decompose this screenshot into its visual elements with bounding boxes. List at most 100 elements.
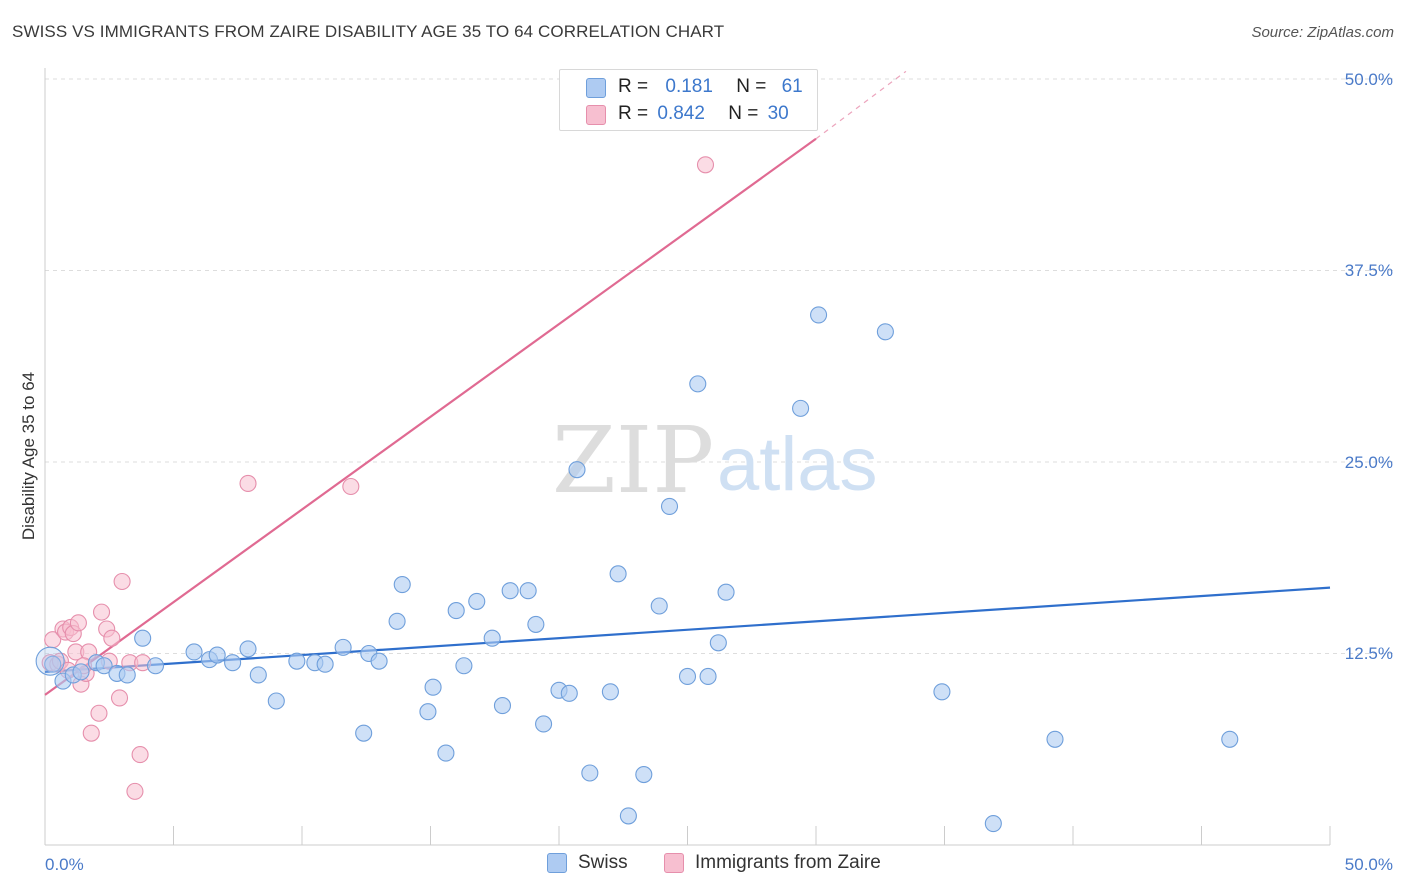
swiss-trend-line <box>44 586 1331 673</box>
swiss-point <box>334 638 352 656</box>
swiss-point <box>581 764 599 782</box>
axes <box>44 68 1331 846</box>
swiss-point <box>568 461 586 479</box>
zaire-point <box>342 477 360 496</box>
swiss-point <box>468 592 486 610</box>
watermark: ZIP atlas <box>552 407 878 514</box>
swiss-point <box>35 646 65 676</box>
swiss-point <box>933 683 951 701</box>
legend-r-label: R = <box>618 76 649 97</box>
y-axis-label: Disability Age 35 to 64 <box>19 372 38 540</box>
swiss-point <box>689 375 707 393</box>
swiss-point <box>424 678 442 696</box>
legend-n-value-swiss: 61 <box>781 76 803 97</box>
chart-title: SWISS VS IMMIGRANTS FROM ZAIRE DISABILIT… <box>12 22 725 41</box>
swiss-point <box>224 654 242 672</box>
swiss-point <box>1046 730 1064 748</box>
swiss-point <box>635 765 653 784</box>
y-tick-label: 50.0% <box>1345 70 1393 89</box>
legend-r-label: R = <box>618 103 649 124</box>
swiss-point <box>493 697 512 715</box>
swiss-point <box>134 629 152 647</box>
x-tick-label: 50.0% <box>1345 855 1393 874</box>
swiss-point <box>699 667 717 686</box>
bottom-legend-swatch-swiss <box>547 853 567 873</box>
swiss-point <box>1221 730 1239 748</box>
legend-n-value-zaire: 30 <box>767 103 789 124</box>
swiss-point <box>388 612 406 630</box>
zaire-point <box>110 689 129 707</box>
swiss-point <box>239 640 257 658</box>
legend-n-label: N = <box>728 103 759 124</box>
swiss-point <box>609 565 627 583</box>
watermark-atlas: atlas <box>717 422 878 507</box>
source-label: Source: ZipAtlas.com <box>1251 24 1394 41</box>
swiss-point <box>185 643 203 661</box>
zaire-point <box>239 474 257 492</box>
watermark-zip: ZIP <box>552 407 714 514</box>
swiss-point <box>984 815 1002 833</box>
swiss-point <box>660 497 679 515</box>
swiss-point <box>501 582 519 600</box>
swiss-point <box>876 323 894 341</box>
zaire-point <box>126 782 144 800</box>
swiss-point <box>118 666 136 684</box>
bottom-legend-swiss: Swiss <box>578 852 628 873</box>
zaire-point <box>90 704 108 722</box>
swiss-point <box>419 703 437 721</box>
swiss-point <box>447 602 465 620</box>
swiss-point <box>355 724 373 742</box>
swiss-point <box>72 663 90 681</box>
swiss-point <box>519 582 537 600</box>
zaire-point <box>82 724 100 742</box>
x-tick-label: 0.0% <box>45 855 84 874</box>
bottom-legend-swatch-zaire <box>664 853 684 873</box>
legend-r-value-swiss: 0.181 <box>665 76 713 97</box>
swiss-points <box>35 306 1239 833</box>
bottom-legend-zaire: Immigrants from Zaire <box>695 852 881 873</box>
y-tick-label: 25.0% <box>1345 453 1393 472</box>
swiss-point <box>95 657 113 675</box>
swiss-point <box>249 666 267 684</box>
swiss-point <box>535 715 553 733</box>
swiss-point <box>810 306 828 324</box>
swiss-point <box>709 634 727 652</box>
zaire-point <box>113 572 131 591</box>
zaire-point <box>696 156 715 174</box>
legend-row-zaire: R = 0.842 N = 30 <box>560 101 817 127</box>
swiss-point <box>650 597 668 615</box>
legend-n-label: N = <box>736 76 767 97</box>
swiss-point <box>483 629 501 647</box>
swiss-point <box>455 657 473 675</box>
swiss-point <box>601 683 619 701</box>
swiss-point <box>527 615 545 633</box>
zaire-trend-extension <box>815 70 907 140</box>
legend-row-swiss: R = 0.181 N = 61 <box>560 74 817 100</box>
swiss-point <box>267 692 285 710</box>
legend-swatch-swiss <box>586 78 606 98</box>
legend-r-value-zaire: 0.842 <box>657 103 705 124</box>
zaire-point <box>69 614 87 632</box>
swiss-point <box>792 399 810 417</box>
zaire-point <box>131 746 149 764</box>
swiss-point <box>370 652 388 670</box>
trend-lines <box>44 70 1331 696</box>
gridlines <box>45 78 1393 654</box>
swiss-point <box>393 576 411 594</box>
swiss-point <box>146 657 165 675</box>
swiss-point <box>44 655 62 673</box>
swiss-point <box>678 667 697 686</box>
swiss-point <box>717 583 735 601</box>
swiss-point <box>316 655 334 673</box>
y-tick-label: 12.5% <box>1345 644 1393 663</box>
swiss-point <box>619 807 637 825</box>
swiss-point <box>208 646 226 664</box>
legend-swatch-zaire <box>586 105 606 125</box>
zaire-trend-line <box>44 137 817 696</box>
y-tick-label: 37.5% <box>1345 261 1393 280</box>
swiss-point <box>437 744 455 762</box>
zaire-point <box>103 629 121 647</box>
zaire-point <box>92 603 111 621</box>
stats-legend: R = 0.181 N = 61 R = 0.842 N = 30 <box>559 69 818 131</box>
